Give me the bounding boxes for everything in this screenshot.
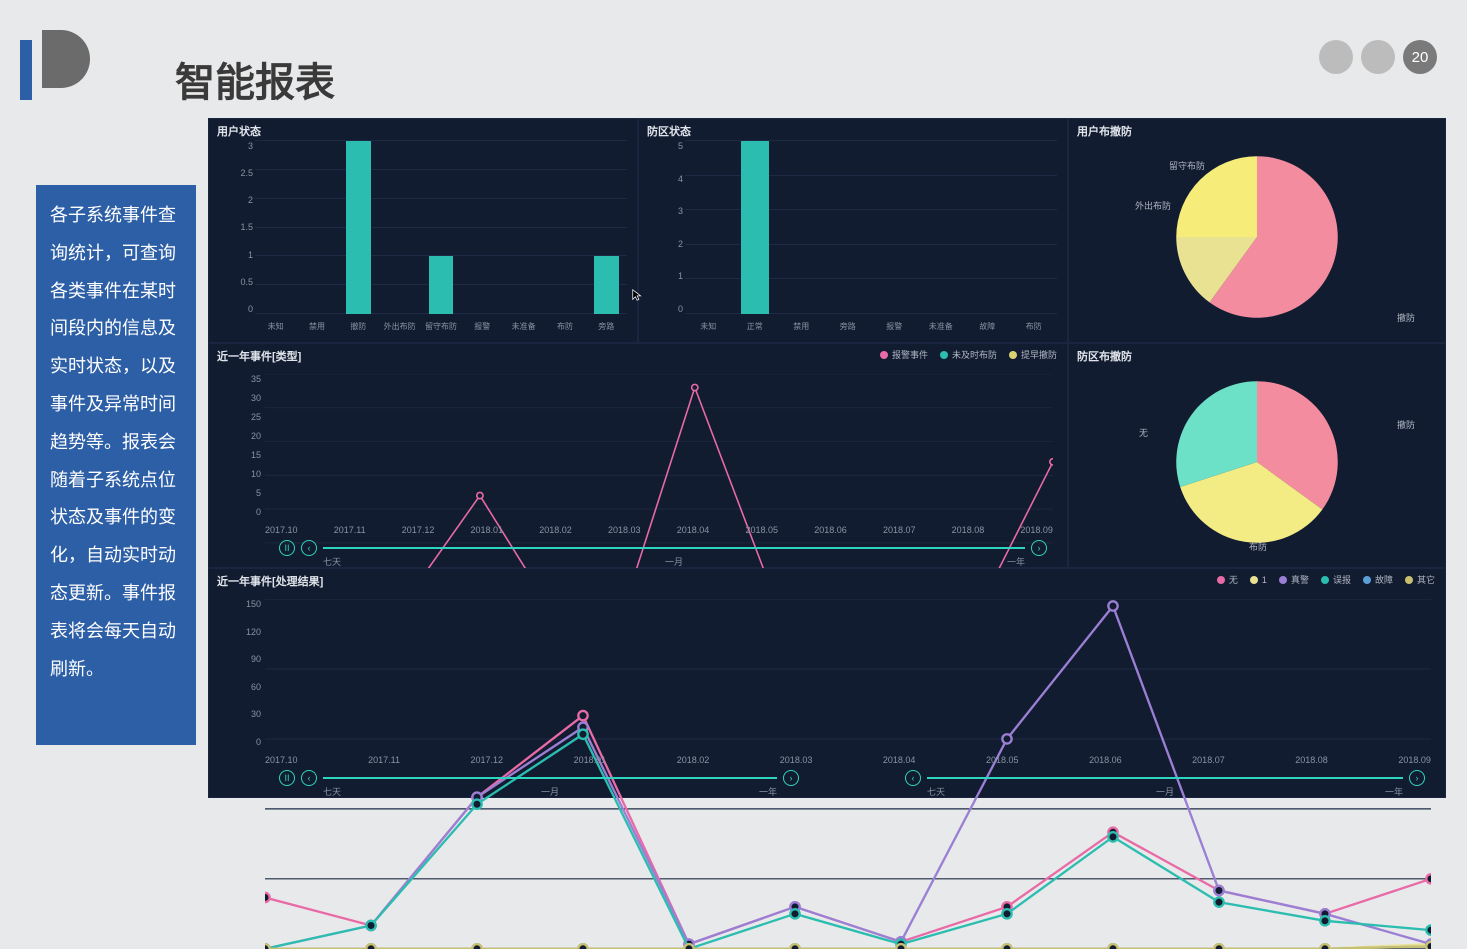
time-range-slider[interactable]: ‹ 七天一月一年 › bbox=[905, 765, 1425, 791]
time-range-slider[interactable]: II ‹ 七天一月一年 › bbox=[279, 535, 1047, 561]
panel-user-status: 用户状态 00.511.522.53 未知禁用撤防外出布防留守布防报警未准备布防… bbox=[208, 118, 638, 343]
panel-user-arm-pie: 用户布撤防 撤防外出布防留守布防 bbox=[1068, 118, 1446, 343]
x-axis-labels: 2017.102017.112017.122018.012018.022018.… bbox=[265, 525, 1053, 535]
slider-track[interactable]: 七天一月一年 bbox=[927, 777, 1403, 779]
pause-icon[interactable]: II bbox=[279, 770, 295, 786]
x-axis-labels: 2017.102017.112017.122018.012018.022018.… bbox=[265, 755, 1431, 765]
zone-status-bar-chart: 012345 未知正常禁用旁路报警未准备故障布防 bbox=[685, 141, 1057, 314]
panel-year-events-type: 近一年事件[类型] 报警事件未及时布防提早撤防 05101520253035 2… bbox=[208, 343, 1068, 568]
slide-title: 智能报表 bbox=[175, 50, 335, 108]
pager-dot bbox=[1319, 40, 1353, 74]
slider-track[interactable]: 七天一月一年 bbox=[323, 547, 1025, 549]
panel-year-events-result: 近一年事件[处理结果] 无1真警误报故障其它 0306090120150 201… bbox=[208, 568, 1446, 798]
panel-zone-status: 防区状态 012345 未知正常禁用旁路报警未准备故障布防 bbox=[638, 118, 1068, 343]
slider-labels: 七天一月一年 bbox=[927, 785, 1403, 798]
logo-gray-shape bbox=[42, 30, 90, 88]
y-axis: 05101520253035 bbox=[229, 374, 261, 517]
pie-user-arm: 撤防外出布防留守布防 bbox=[1079, 141, 1435, 332]
bars bbox=[685, 141, 1057, 314]
pause-icon[interactable]: II bbox=[279, 540, 295, 556]
chevron-left-icon[interactable]: ‹ bbox=[905, 770, 921, 786]
panel-title: 用户布撤防 bbox=[1069, 119, 1445, 143]
y-axis: 0306090120150 bbox=[229, 599, 261, 747]
chevron-left-icon[interactable]: ‹ bbox=[301, 770, 317, 786]
chevron-right-icon[interactable]: › bbox=[783, 770, 799, 786]
pie-zone-arm: 撤防无布防 bbox=[1079, 366, 1435, 557]
chevron-right-icon[interactable]: › bbox=[1031, 540, 1047, 556]
slide-header: 智能报表 20 bbox=[20, 30, 1447, 110]
x-axis-labels: 未知禁用撤防外出布防留守布防报警未准备布防旁路 bbox=[255, 321, 627, 332]
slider-track[interactable]: 七天一月一年 bbox=[323, 777, 777, 779]
time-range-slider[interactable]: II ‹ 七天一月一年 › bbox=[279, 765, 799, 791]
dashboard: 用户状态 00.511.522.53 未知禁用撤防外出布防留守布防报警未准备布防… bbox=[208, 118, 1446, 798]
chevron-right-icon[interactable]: › bbox=[1409, 770, 1425, 786]
pager: 20 bbox=[1319, 40, 1437, 74]
slider-labels: 七天一月一年 bbox=[323, 555, 1025, 568]
line-chart-result: 0306090120150 2017.102017.112017.122018.… bbox=[265, 599, 1431, 747]
logo-blue-bar bbox=[20, 40, 32, 100]
chevron-left-icon[interactable]: ‹ bbox=[301, 540, 317, 556]
sidebar-description: 各子系统事件查询统计，可查询各类事件在某时间段内的信息及实时状态，以及事件及异常… bbox=[36, 185, 196, 745]
legend: 报警事件未及时布防提早撤防 bbox=[880, 348, 1057, 361]
panel-zone-arm-pie: 防区布撤防 撤防无布防 bbox=[1068, 343, 1446, 568]
bars bbox=[255, 141, 627, 314]
user-status-bar-chart: 00.511.522.53 未知禁用撤防外出布防留守布防报警未准备布防旁路 bbox=[255, 141, 627, 314]
pager-number: 20 bbox=[1403, 40, 1437, 74]
pie-svg bbox=[1172, 377, 1342, 547]
panel-title: 防区布撤防 bbox=[1069, 344, 1445, 368]
pager-dot bbox=[1361, 40, 1395, 74]
pie-svg bbox=[1172, 152, 1342, 322]
y-axis: 012345 bbox=[657, 141, 683, 314]
logo-mark bbox=[20, 30, 90, 100]
line-chart-type: 05101520253035 2017.102017.112017.122018… bbox=[265, 374, 1053, 517]
legend: 无1真警误报故障其它 bbox=[1217, 573, 1435, 586]
slider-labels: 七天一月一年 bbox=[323, 785, 777, 798]
y-axis: 00.511.522.53 bbox=[227, 141, 253, 314]
x-axis-labels: 未知正常禁用旁路报警未准备故障布防 bbox=[685, 321, 1057, 332]
